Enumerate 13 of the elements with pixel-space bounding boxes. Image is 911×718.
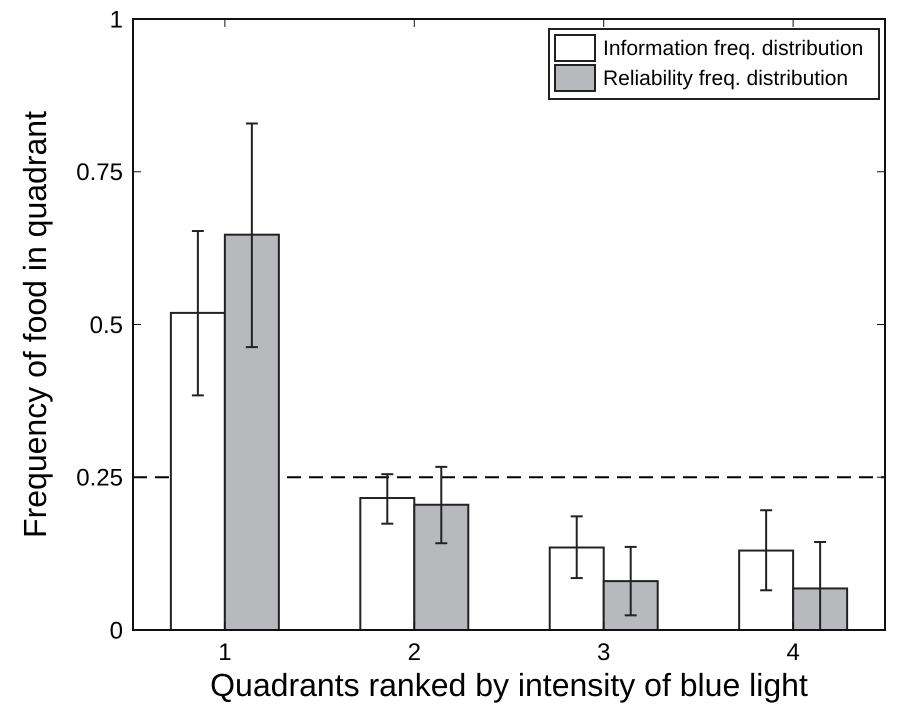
y-tick-label: 0 [110, 617, 123, 644]
x-tick-label: 4 [786, 639, 800, 666]
legend-label: Information freq. distribution [603, 37, 864, 60]
x-tick-label: 2 [408, 639, 421, 666]
x-axis-title: Quadrants ranked by intensity of blue light [210, 667, 808, 703]
x-tick-label: 3 [597, 639, 610, 666]
y-tick-label: 0.5 [90, 312, 123, 339]
y-axis-title: Frequency of food in quadrant [17, 110, 53, 538]
x-tick-label: 1 [218, 639, 232, 666]
legend-label: Reliability freq. distribution [603, 67, 848, 90]
y-tick-label: 0.25 [76, 464, 123, 492]
y-tick-label: 1 [110, 6, 123, 34]
y-tick-label: 0.75 [76, 159, 123, 186]
